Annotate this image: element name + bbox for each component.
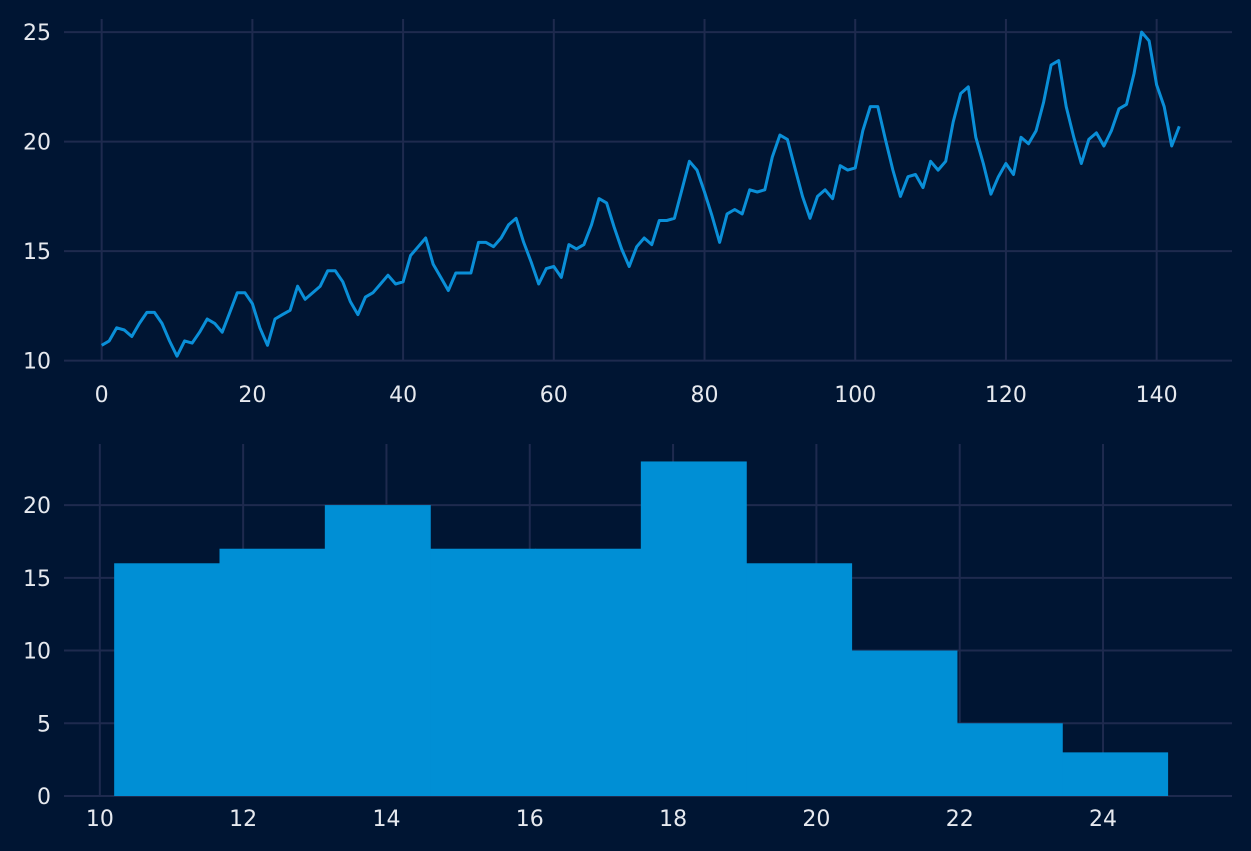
x-tick-label: 18 xyxy=(659,807,687,832)
y-tick-label: 25 xyxy=(23,21,51,46)
x-tick-label: 22 xyxy=(946,807,974,832)
y-tick-label: 5 xyxy=(37,712,51,737)
x-tick-label: 60 xyxy=(540,383,568,408)
histogram-bar xyxy=(324,505,431,796)
x-tick-label: 20 xyxy=(802,807,830,832)
line-chart: 0 20 40 60 80 100 120 140 10 15 20 25 xyxy=(23,19,1232,408)
x-tick-label: 40 xyxy=(389,383,417,408)
series-line xyxy=(100,30,1181,358)
x-tick-label: 14 xyxy=(372,807,400,832)
x-tick-label: 100 xyxy=(834,383,876,408)
y-tick-label: 10 xyxy=(23,640,51,665)
y-tick-label: 15 xyxy=(23,240,51,265)
x-tick-label: 10 xyxy=(86,807,114,832)
y-tick-label: 20 xyxy=(23,131,51,156)
x-tick-label: 24 xyxy=(1089,807,1117,832)
x-tick-label: 16 xyxy=(516,807,544,832)
x-tick-label: 120 xyxy=(985,383,1027,408)
y-tick-label: 0 xyxy=(37,785,51,810)
x-tick-label: 80 xyxy=(691,383,719,408)
histogram: 10 12 14 16 18 20 22 24 0 5 10 15 20 xyxy=(23,444,1232,832)
y-tick-label: 10 xyxy=(23,350,51,375)
histogram-bar xyxy=(851,650,958,796)
y-tick-label: 20 xyxy=(23,494,51,519)
x-tick-label: 20 xyxy=(238,383,266,408)
histogram-bar xyxy=(746,563,853,796)
x-tick-label: 12 xyxy=(229,807,257,832)
histogram-bar xyxy=(535,548,642,796)
histogram-bar xyxy=(640,461,747,796)
y-tick-label: 15 xyxy=(23,567,51,592)
x-tick-label: 0 xyxy=(95,383,109,408)
x-tick-label: 140 xyxy=(1136,383,1178,408)
histogram-bar xyxy=(956,723,1063,796)
histogram-bar xyxy=(114,563,221,796)
histogram-bar xyxy=(430,548,537,796)
histogram-bar xyxy=(219,548,326,796)
histogram-bar xyxy=(1062,752,1169,796)
